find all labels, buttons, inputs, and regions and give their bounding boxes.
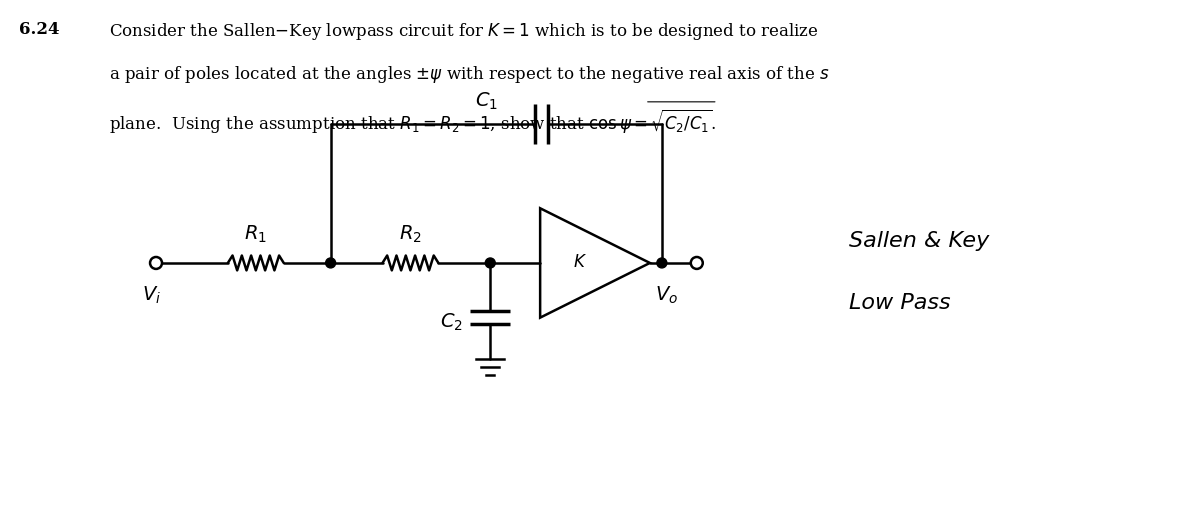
Text: 6.24: 6.24 [19,21,60,38]
Text: $V_o$: $V_o$ [655,285,678,306]
Text: $C_1$: $C_1$ [475,90,498,112]
Text: Sallen & Key: Sallen & Key [850,231,990,251]
Circle shape [485,258,496,268]
Text: $V_i$: $V_i$ [142,285,161,306]
Text: $K$: $K$ [574,255,587,271]
Text: $C_2$: $C_2$ [440,312,463,333]
Text: plane.  Using the assumption that $R_1 = R_2 = 1$, show that $\cos\psi = \sqrt{C: plane. Using the assumption that $R_1 = … [109,107,716,135]
Text: $R_1$: $R_1$ [245,224,268,245]
Text: Low Pass: Low Pass [850,293,952,313]
Circle shape [656,258,667,268]
Text: $R_2$: $R_2$ [400,224,422,245]
Circle shape [150,257,162,269]
Circle shape [691,257,703,269]
Text: Consider the Sallen$-$Key lowpass circuit for $K = 1$ which is to be designed to: Consider the Sallen$-$Key lowpass circui… [109,21,818,42]
Text: a pair of poles located at the angles $\pm\psi$ with respect to the negative rea: a pair of poles located at the angles $\… [109,64,829,85]
Circle shape [325,258,336,268]
